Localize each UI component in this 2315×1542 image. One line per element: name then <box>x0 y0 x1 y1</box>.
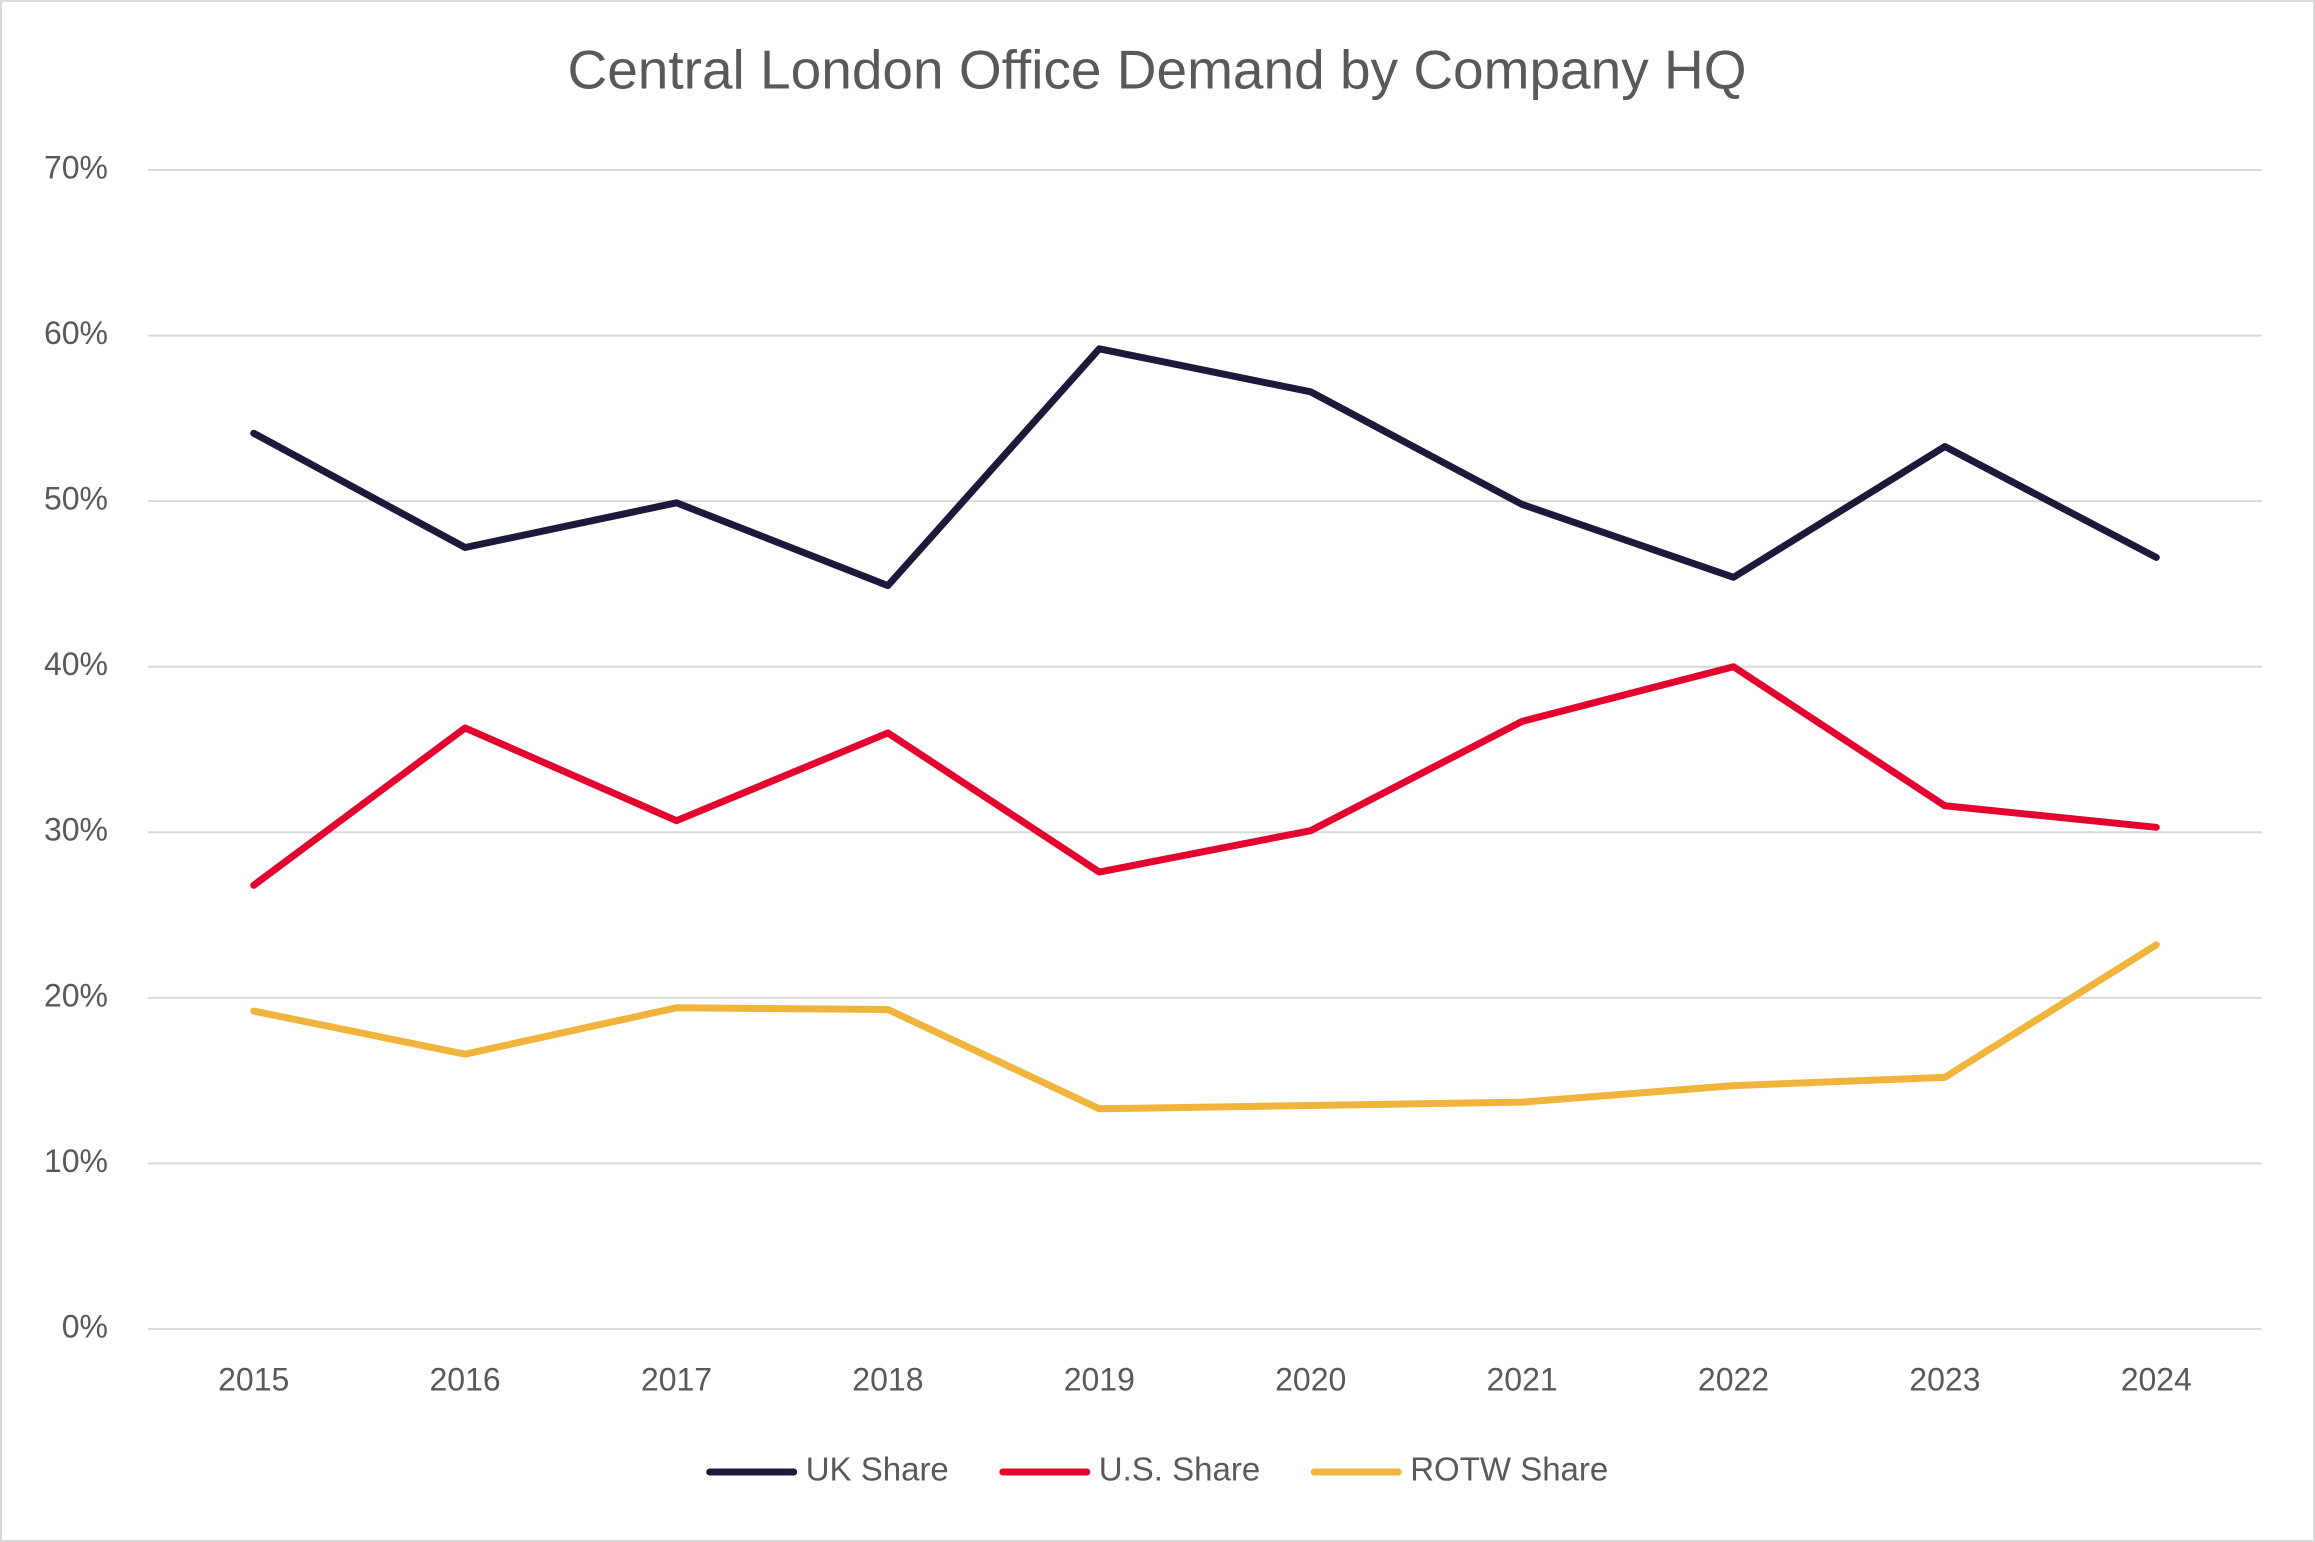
y-tick-label: 70% <box>44 149 108 185</box>
y-tick-label: 40% <box>44 646 108 682</box>
legend-label: UK Share <box>806 1451 949 1488</box>
x-tick-label: 2024 <box>2121 1361 2192 1397</box>
x-tick-label: 2021 <box>1487 1361 1558 1397</box>
x-tick-label: 2016 <box>430 1361 501 1397</box>
x-tick-label: 2022 <box>1698 1361 1769 1397</box>
y-tick-label: 30% <box>44 812 108 848</box>
y-tick-label: 20% <box>44 977 108 1013</box>
legend-label: U.S. Share <box>1099 1451 1260 1488</box>
series-line <box>250 941 2160 1113</box>
series-line <box>250 663 2160 889</box>
chart-title: Central London Office Demand by Company … <box>567 39 1746 101</box>
y-tick-label: 10% <box>44 1143 108 1179</box>
x-tick-label: 2015 <box>218 1361 289 1397</box>
series-line <box>250 345 2160 590</box>
y-tick-label: 60% <box>44 315 108 351</box>
y-tick-label: 50% <box>44 481 108 517</box>
y-tick-label: 0% <box>62 1308 108 1344</box>
x-tick-label: 2017 <box>641 1361 712 1397</box>
x-tick-label: 2018 <box>852 1361 923 1397</box>
x-tick-label: 2019 <box>1064 1361 1135 1397</box>
x-tick-label: 2020 <box>1275 1361 1346 1397</box>
x-tick-label: 2023 <box>1909 1361 1980 1397</box>
legend-label: ROTW Share <box>1410 1451 1608 1488</box>
